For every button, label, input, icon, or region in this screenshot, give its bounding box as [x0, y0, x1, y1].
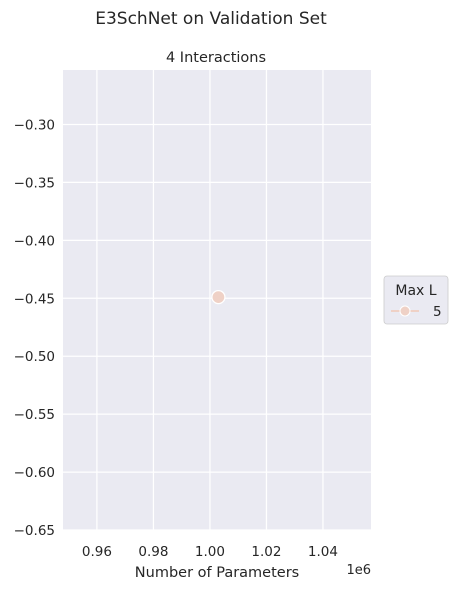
y-tick-labels: −0.30 −0.35 −0.40 −0.45 −0.50 −0.55 −0.60 −0.65: [14, 117, 55, 539]
legend-label: 5: [433, 304, 442, 320]
y-tick-label: −0.40: [14, 233, 55, 249]
x-tick-labels: 0.96 0.98 1.00 1.02 1.04: [82, 544, 338, 560]
y-tick-label: −0.50: [14, 349, 55, 365]
legend-title: Max L: [395, 283, 436, 299]
x-axis-label: Number of Parameters: [135, 565, 299, 581]
data-point: [211, 289, 226, 305]
x-tick-label: 1.02: [251, 544, 281, 560]
legend-marker: [399, 305, 411, 317]
y-tick-label: −0.45: [14, 291, 55, 307]
chart-title: 4 Interactions: [166, 50, 266, 66]
y-tick-label: −0.30: [14, 117, 55, 133]
x-tick-label: 1.00: [195, 544, 225, 560]
x-tick-label: 1.04: [308, 544, 338, 560]
y-tick-label: −0.35: [14, 175, 55, 191]
legend: Max L 5: [383, 275, 449, 325]
grid-lines: [63, 70, 371, 531]
legend-entries: 5: [391, 304, 442, 320]
figure-suptitle: E3SchNet on Validation Set: [95, 9, 327, 29]
y-tick-label: −0.55: [14, 407, 55, 423]
y-tick-label: −0.65: [14, 523, 55, 539]
x-tick-label: 0.96: [82, 544, 112, 560]
y-tick-label: −0.60: [14, 465, 55, 481]
x-tick-label: 0.98: [138, 544, 168, 560]
x-offset-text: 1e6: [346, 563, 371, 578]
data-points: [211, 289, 226, 305]
